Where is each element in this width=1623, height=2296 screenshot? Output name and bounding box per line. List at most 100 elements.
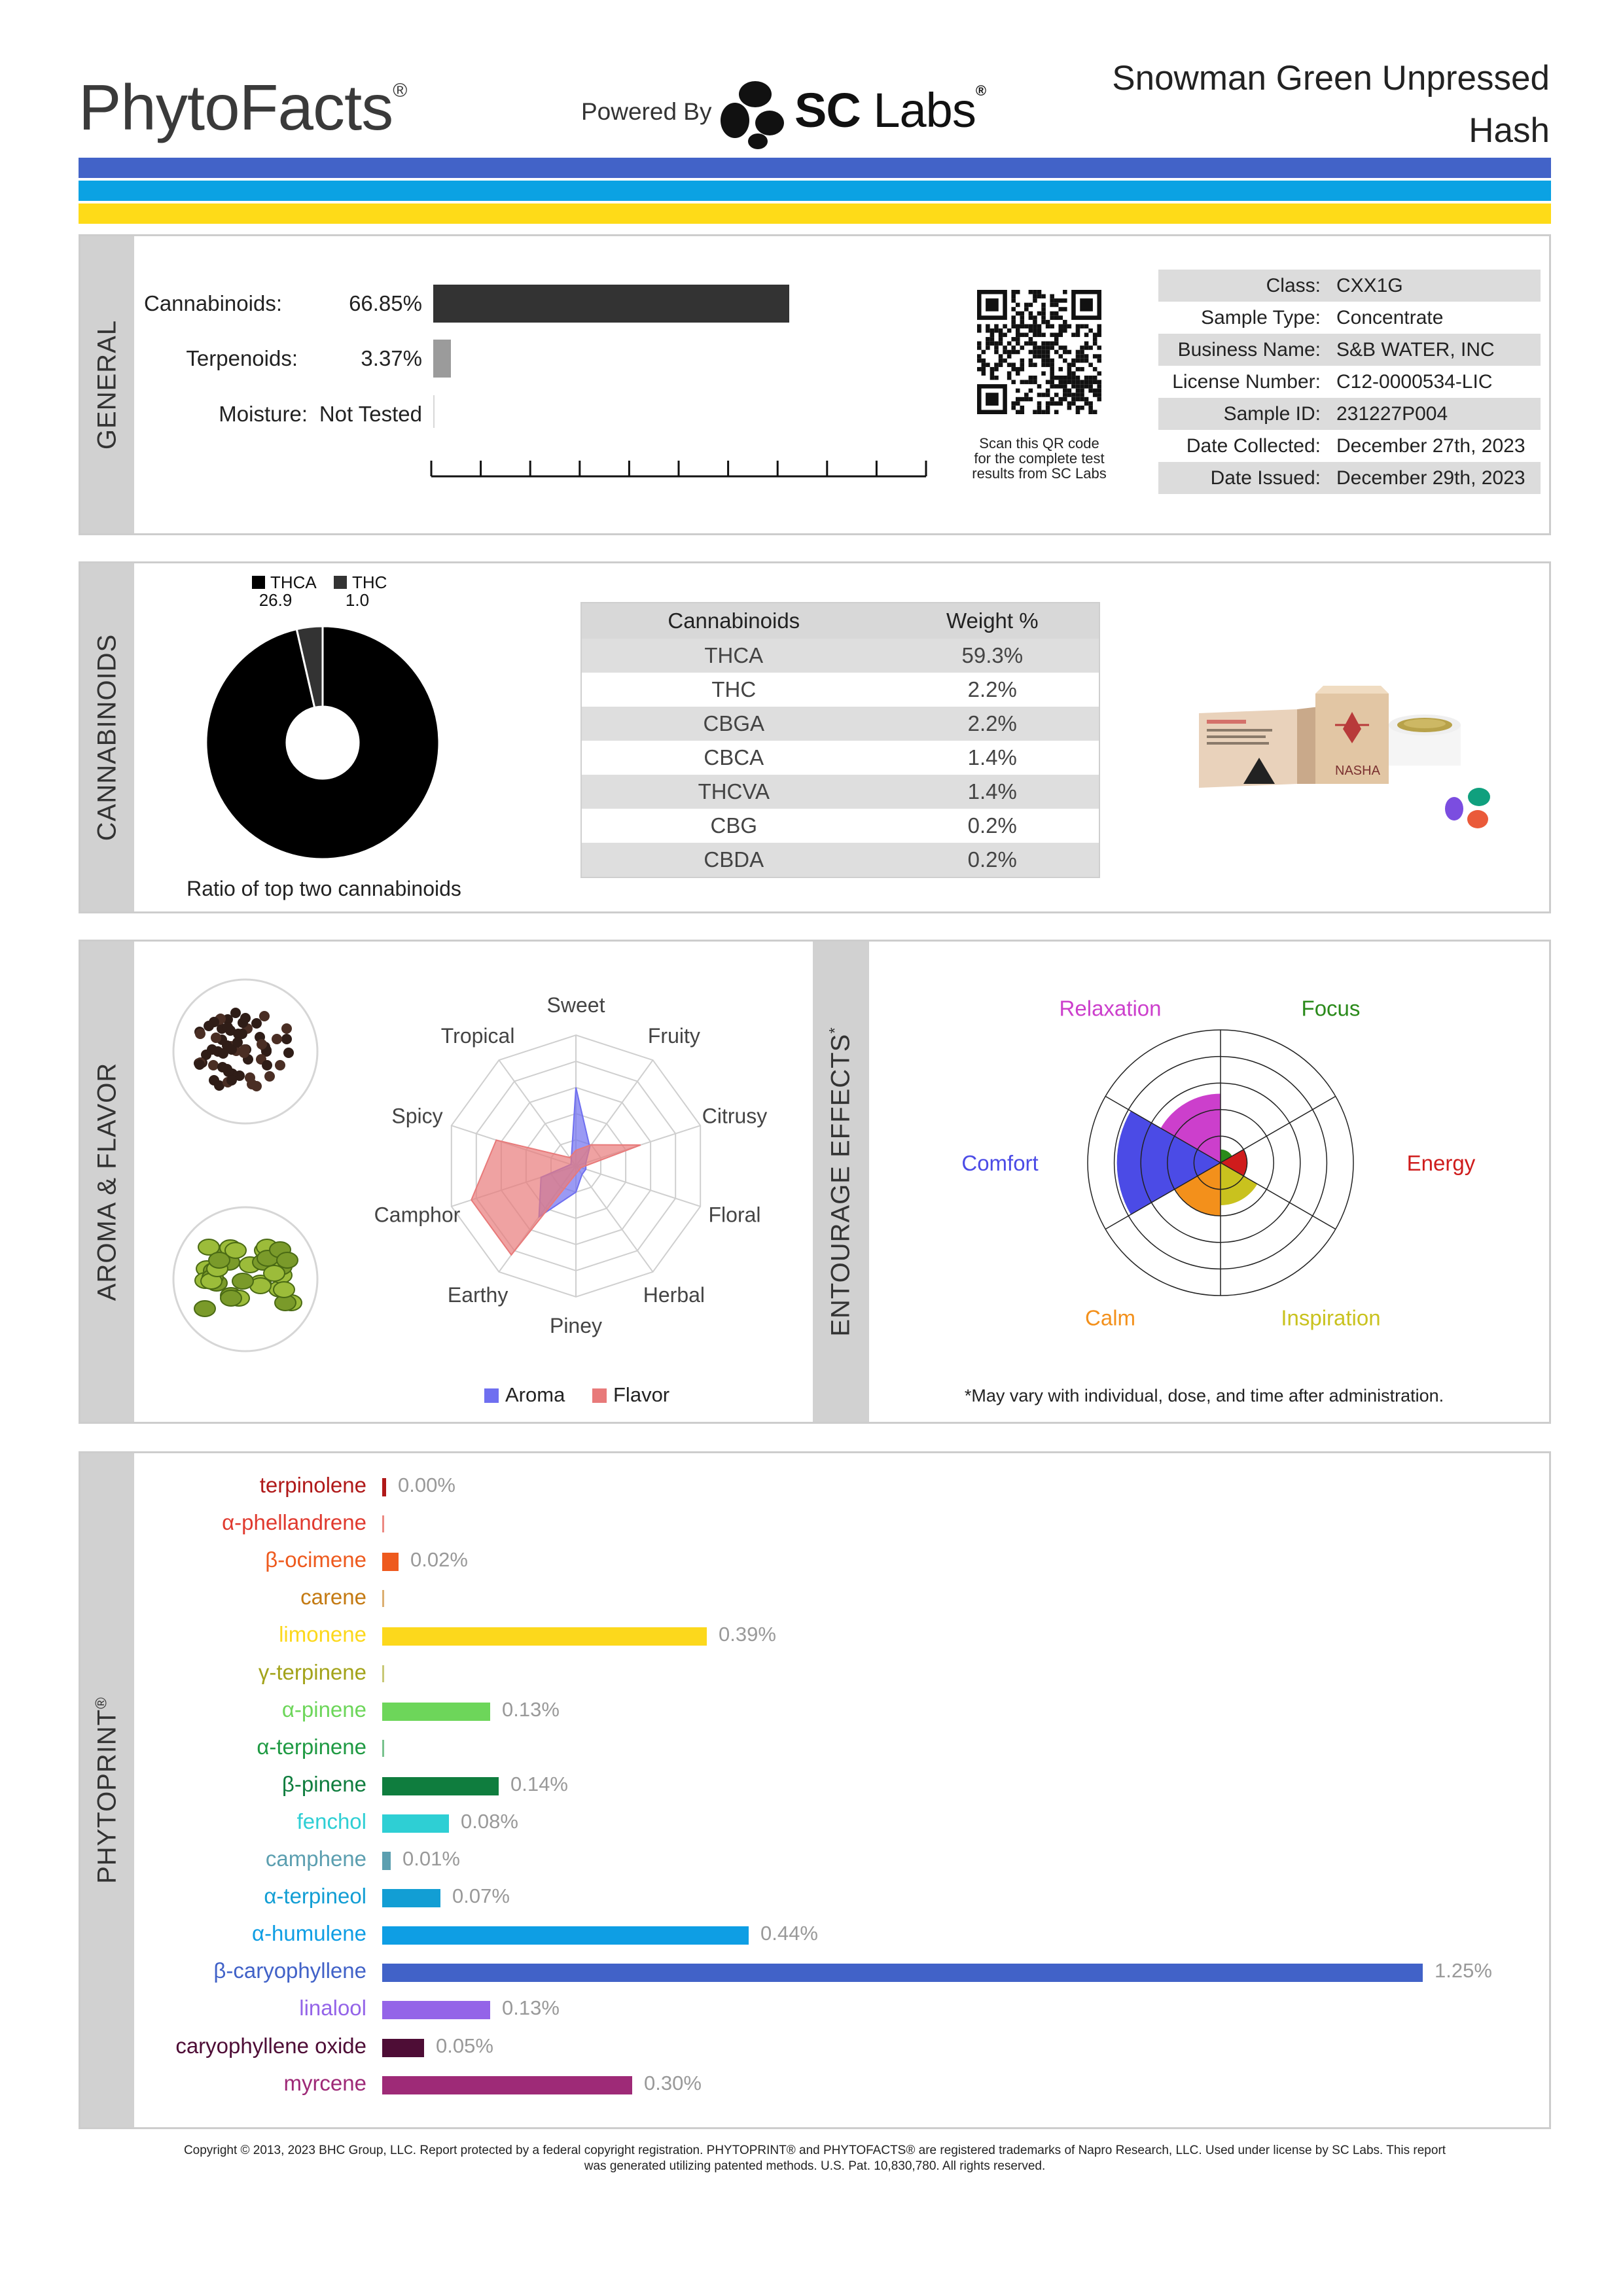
effect-wedge-inspiration [1221, 1163, 1258, 1205]
qr-module [1020, 315, 1025, 320]
qr-module [1058, 298, 1063, 303]
copyright-line2: was generated utilizing patented methods… [584, 2159, 1046, 2173]
qr-module [977, 345, 982, 350]
qr-module [1075, 384, 1080, 389]
qr-module [1024, 341, 1029, 346]
qr-module [1037, 311, 1042, 316]
qr-code-icon[interactable] [977, 290, 1101, 414]
qr-module [1054, 302, 1059, 308]
qr-module [998, 341, 1003, 346]
qr-module [1045, 358, 1050, 363]
qr-module [1075, 393, 1080, 397]
hop-cone [208, 1252, 230, 1269]
package-brand-text: NASHA [1335, 764, 1381, 778]
legend-value-thca: 26.9 [259, 590, 293, 610]
qr-module [1041, 315, 1046, 320]
radar-axis-label-herbal: Herbal [643, 1283, 705, 1307]
qr-module [1080, 345, 1084, 350]
peppercorn [226, 1075, 237, 1086]
qr-module [1097, 354, 1101, 359]
qr-module [1084, 380, 1089, 385]
qr-module [1075, 328, 1080, 333]
qr-module [1020, 332, 1025, 338]
terpenoids-value: 3.37% [361, 346, 422, 370]
qr-module [1054, 298, 1059, 303]
qr-module [1015, 341, 1020, 346]
qr-module [1007, 362, 1012, 367]
qr-module [1063, 349, 1067, 355]
info-value: 231227P004 [1329, 398, 1541, 430]
entourage-sidebar: ENTOURAGE EFFECTS* [813, 942, 869, 1422]
qr-module [1054, 315, 1059, 320]
qr-module [1097, 384, 1101, 389]
qr-module [1028, 349, 1033, 355]
hop-cone [232, 1273, 254, 1290]
qr-module [1088, 401, 1093, 406]
stripe-cyan [79, 181, 1551, 201]
qr-module [1041, 311, 1046, 316]
legend-swatch-thc [334, 576, 347, 589]
copyright-notice: Copyright © 2013, 2023 BHC Group, LLC. R… [79, 2143, 1551, 2174]
cannabinoid-name: CBCA [704, 745, 764, 769]
table-header-row: Cannabinoids Weight % [581, 603, 1099, 639]
qr-module [1033, 315, 1037, 320]
stripe-blue [79, 158, 1551, 178]
qr-module [1024, 397, 1029, 402]
qr-module [1067, 349, 1072, 355]
hop-cone [276, 1252, 298, 1269]
table-row: THCVA 1.4% [581, 775, 1099, 809]
qr-module [1071, 397, 1076, 402]
qr-module [1092, 354, 1097, 359]
qr-module [981, 358, 986, 363]
qr-module [1084, 341, 1089, 346]
qr-module [998, 328, 1003, 333]
qr-module [1063, 393, 1067, 397]
qr-module [1041, 341, 1046, 346]
qr-module [1080, 388, 1084, 393]
hop-cone [273, 1281, 295, 1298]
cannabinoid-weight: 1.4% [967, 745, 1017, 769]
qr-module [1058, 328, 1063, 333]
qr-module [1020, 397, 1025, 402]
aroma-sidebar: AROMA & FLAVOR [80, 942, 134, 1422]
qr-module [1045, 362, 1050, 367]
qr-module [1054, 332, 1059, 338]
info-value: S&B WATER, INC [1329, 334, 1541, 366]
peppercorn [194, 1059, 205, 1070]
polar-spoke [1220, 1162, 1336, 1230]
qr-module [1067, 401, 1072, 406]
qr-module [1075, 332, 1080, 338]
moisture-label: Moisture: [219, 402, 308, 426]
qr-module [1080, 349, 1084, 355]
cannabinoids-bar [433, 285, 789, 323]
polar-spoke [1105, 1162, 1221, 1230]
sc-labs-logo-icon [721, 81, 784, 149]
qr-module [1097, 388, 1101, 393]
qr-module [1080, 324, 1084, 328]
qr-module [1058, 332, 1063, 338]
qr-module [986, 362, 990, 367]
info-value: CXX1G [1329, 270, 1541, 302]
qr-module [1084, 354, 1089, 359]
info-row: Date Issued: December 29th, 2023 [1158, 462, 1541, 494]
powered-by-label: Powered By [581, 98, 712, 125]
terpenoids-label: Terpenoids: [186, 346, 298, 370]
cannabinoid-name: CBGA [581, 707, 886, 741]
qr-module [977, 341, 982, 346]
qr-module [1084, 397, 1089, 402]
info-value: Concentrate [1336, 306, 1444, 328]
qr-module [1015, 337, 1020, 342]
aroma-section-label: AROMA & FLAVOR [92, 1062, 122, 1301]
peppercorn [226, 1044, 237, 1055]
qr-module [1028, 311, 1033, 316]
moisture-value: Not Tested [319, 402, 422, 426]
qr-module [1092, 380, 1097, 385]
qr-module [1067, 388, 1072, 393]
qr-module [1063, 397, 1067, 402]
qr-module [981, 366, 986, 372]
qr-module [1088, 345, 1093, 350]
qr-module [1092, 341, 1097, 346]
cannabinoid-weight: 2.2% [885, 707, 1099, 741]
radar-axis-label-earthy: Earthy [448, 1283, 508, 1307]
